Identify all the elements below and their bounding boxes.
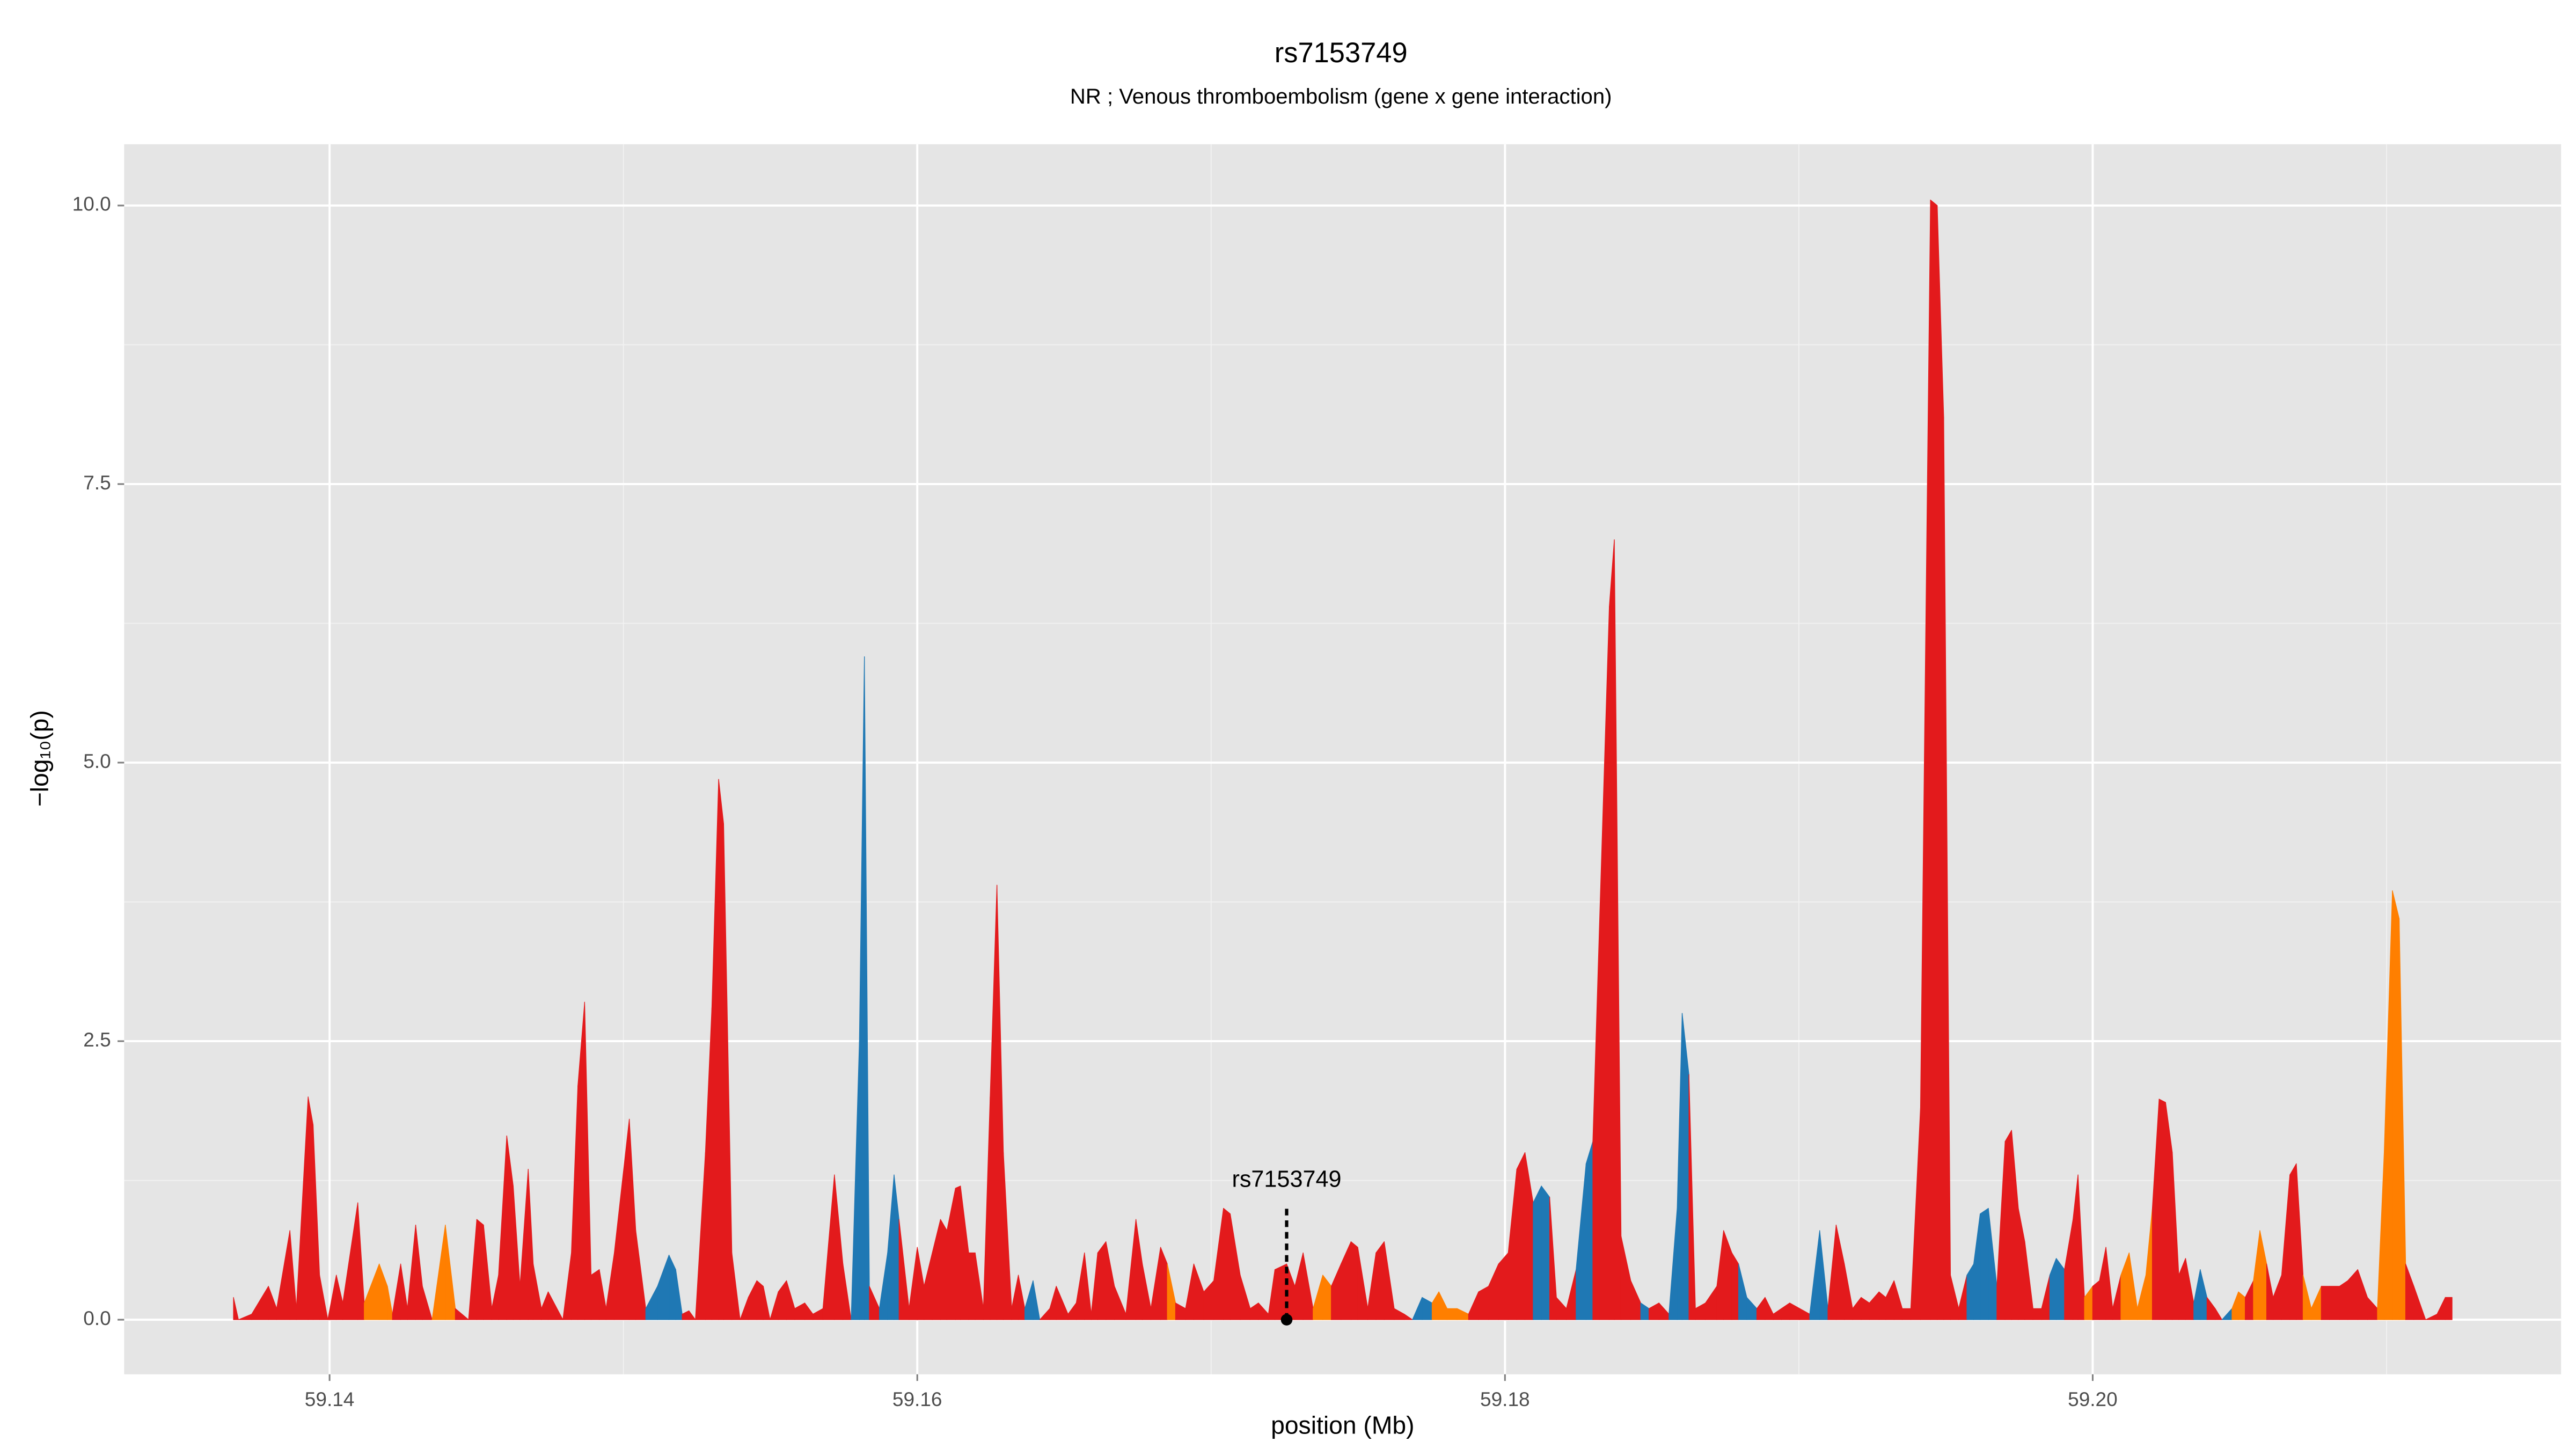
area-segment	[455, 1308, 469, 1320]
y-tick-label: 7.5	[83, 471, 111, 494]
area-segment	[1375, 1241, 1385, 1320]
area-segment	[2339, 1280, 2348, 1320]
x-tick-label: 59.18	[1480, 1388, 1530, 1410]
y-axis-label: −log₁₀(p)	[25, 710, 53, 807]
area-segment	[590, 1269, 600, 1320]
area-segment	[1585, 1141, 1593, 1320]
area-segment	[2329, 1286, 2340, 1320]
area-segment	[2445, 1297, 2453, 1320]
area-segment	[1498, 1252, 1509, 1320]
area-segment	[2004, 1130, 2012, 1320]
area-segment	[2215, 1308, 2222, 1320]
x-tick-label: 59.14	[305, 1388, 355, 1410]
area-segment	[2289, 1163, 2297, 1320]
plot-panel	[124, 144, 2562, 1374]
area-segment	[2032, 1308, 2042, 1320]
area-segment	[1731, 1252, 1739, 1320]
area-segment	[2158, 1099, 2166, 1320]
chart-subtitle: NR ; Venous thromboembolism (gene x gene…	[1070, 85, 1612, 108]
axes: 0.0 2.5 5.0 7.5 10.0 59.14 59.16 59.18 59.20	[72, 193, 2118, 1410]
area-segment	[2392, 890, 2400, 1320]
area-segment	[2055, 1258, 2065, 1320]
x-tick-label: 59.20	[2068, 1388, 2118, 1410]
area-segment	[1609, 539, 1615, 1320]
x-tick-label: 59.16	[892, 1388, 942, 1410]
area-segment	[476, 1219, 484, 1320]
x-axis-label: position (Mb)	[1271, 1411, 1414, 1439]
area-segment	[1223, 1208, 1231, 1320]
area-segment	[1980, 1208, 1989, 1320]
annotation-label: rs7153749	[1232, 1166, 1341, 1192]
area-segment	[1930, 199, 1938, 1320]
area-segment	[2413, 1286, 2426, 1320]
area-segment	[940, 1219, 948, 1320]
area-segment	[1350, 1241, 1358, 1320]
grid	[124, 144, 2562, 1374]
area-segment	[2321, 1286, 2330, 1320]
area-segment	[233, 1297, 239, 1320]
area-segment	[1533, 1185, 1542, 1320]
area-segment	[731, 1252, 741, 1320]
annotation: rs7153749	[1232, 1166, 1342, 1326]
area-segment	[308, 1096, 314, 1320]
area-segment	[422, 1286, 433, 1320]
area-segment	[1097, 1241, 1107, 1320]
y-tick-label: 10.0	[72, 193, 111, 215]
area-segment	[2092, 1280, 2100, 1320]
area-segment	[718, 779, 724, 1320]
area-marks	[233, 199, 2453, 1320]
area-segment	[968, 1252, 976, 1320]
y-tick-label: 0.0	[83, 1307, 111, 1329]
area-segment	[547, 1291, 564, 1320]
chart-title: rs7153749	[1275, 38, 1408, 69]
area-segment	[1403, 1314, 1413, 1320]
area-segment	[763, 1286, 771, 1320]
y-tick-label: 5.0	[83, 750, 111, 772]
area-segment	[1478, 1286, 1489, 1320]
area-segment	[955, 1185, 961, 1320]
y-tick-label: 2.5	[83, 1028, 111, 1051]
area-segment	[843, 1263, 852, 1320]
annotation-point	[1280, 1314, 1293, 1326]
area-segment	[1033, 1280, 1041, 1320]
area-segment	[1516, 1152, 1526, 1320]
area-segment	[1902, 1308, 1912, 1320]
area-segment	[1541, 1185, 1550, 1320]
area-segment	[1446, 1308, 1458, 1320]
area-segment	[756, 1280, 764, 1320]
area-segment	[689, 1310, 696, 1320]
area-segment	[319, 1275, 328, 1320]
area-segment	[1274, 1263, 1287, 1320]
